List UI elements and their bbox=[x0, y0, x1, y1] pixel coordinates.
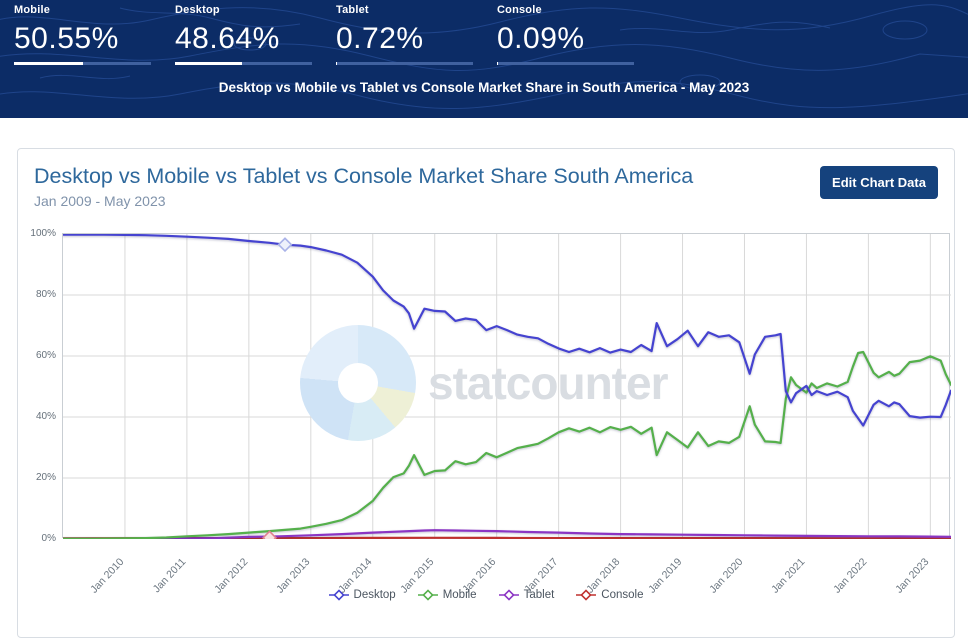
legend-item-console[interactable]: Console bbox=[576, 589, 643, 601]
legend-item-desktop[interactable]: Desktop bbox=[328, 589, 396, 601]
stat-block-desktop[interactable]: Desktop 48.64% bbox=[175, 4, 312, 65]
legend-marker-icon bbox=[576, 589, 597, 601]
x-tick-label: Jan 2017 bbox=[521, 555, 561, 596]
x-tick-label: Jan 2022 bbox=[831, 555, 870, 596]
x-tick-label: Jan 2021 bbox=[769, 555, 808, 596]
world-map-pattern bbox=[0, 4, 968, 110]
x-tick-label: Jan 2014 bbox=[335, 555, 375, 596]
chart-period: Jan 2009 - May 2023 bbox=[34, 193, 166, 209]
x-tick-label: Jan 2020 bbox=[707, 555, 746, 596]
y-tick-label: 80% bbox=[35, 289, 56, 300]
legend-item-tablet[interactable]: Tablet bbox=[498, 589, 555, 601]
stat-progress-bar bbox=[497, 62, 634, 65]
stat-value: 0.72% bbox=[336, 22, 424, 55]
plot-area: statcounter bbox=[62, 233, 951, 539]
legend-label: Tablet bbox=[523, 589, 555, 601]
legend-label: Console bbox=[601, 589, 644, 601]
y-tick-label: 40% bbox=[35, 411, 56, 422]
x-tick-label: Jan 2015 bbox=[397, 555, 437, 596]
chart-card: Desktop vs Mobile vs Tablet vs Console M… bbox=[17, 148, 955, 638]
legend-marker-icon bbox=[328, 589, 349, 601]
highlight-marker bbox=[262, 530, 278, 539]
stat-block-console[interactable]: Console 0.09% bbox=[497, 4, 634, 65]
stat-label: Tablet bbox=[336, 4, 369, 16]
x-tick-label: Jan 2019 bbox=[645, 555, 684, 596]
stat-value: 48.64% bbox=[175, 22, 280, 55]
x-tick-label: Jan 2023 bbox=[893, 555, 932, 596]
y-tick-label: 0% bbox=[41, 533, 56, 544]
stat-label: Mobile bbox=[14, 4, 51, 16]
x-tick-label: Jan 2010 bbox=[88, 555, 127, 596]
stat-block-tablet[interactable]: Tablet 0.72% bbox=[336, 4, 473, 65]
stat-label: Console bbox=[497, 4, 542, 16]
stats-row: Mobile 50.55% Desktop 48.64% Tablet 0.72… bbox=[14, 4, 634, 65]
y-tick-label: 100% bbox=[30, 228, 56, 239]
x-tick-label: Jan 2011 bbox=[150, 555, 189, 596]
stat-progress-bar bbox=[14, 62, 151, 65]
plot-svg bbox=[63, 234, 951, 539]
edit-chart-data-button[interactable]: Edit Chart Data bbox=[820, 166, 938, 199]
stats-header: Mobile 50.55% Desktop 48.64% Tablet 0.72… bbox=[0, 0, 968, 118]
stat-label: Desktop bbox=[175, 4, 220, 16]
chart-title: Desktop vs Mobile vs Tablet vs Console M… bbox=[34, 164, 694, 188]
x-tick-label: Jan 2018 bbox=[583, 555, 622, 596]
y-tick-label: 20% bbox=[35, 472, 56, 483]
x-tick-label: Jan 2013 bbox=[273, 555, 313, 596]
stat-progress-bar bbox=[175, 62, 312, 65]
x-tick-label: Jan 2016 bbox=[459, 555, 499, 596]
stat-progress-bar bbox=[336, 62, 473, 65]
legend-item-mobile[interactable]: Mobile bbox=[417, 589, 477, 601]
chart-legend: Desktop Mobile Tablet Console bbox=[18, 589, 954, 601]
series-line-desktop bbox=[63, 234, 951, 427]
highlight-marker bbox=[277, 237, 293, 253]
stat-value: 50.55% bbox=[14, 22, 119, 55]
stat-value: 0.09% bbox=[497, 22, 585, 55]
legend-label: Desktop bbox=[353, 589, 396, 601]
legend-label: Mobile bbox=[442, 589, 477, 601]
series-line-mobile bbox=[63, 350, 951, 539]
header-subtitle: Desktop vs Mobile vs Tablet vs Console M… bbox=[218, 80, 750, 95]
stat-block-mobile[interactable]: Mobile 50.55% bbox=[14, 4, 151, 65]
legend-marker-icon bbox=[417, 589, 438, 601]
y-tick-label: 60% bbox=[35, 350, 56, 361]
x-tick-label: Jan 2012 bbox=[211, 555, 251, 596]
legend-marker-icon bbox=[498, 589, 519, 601]
